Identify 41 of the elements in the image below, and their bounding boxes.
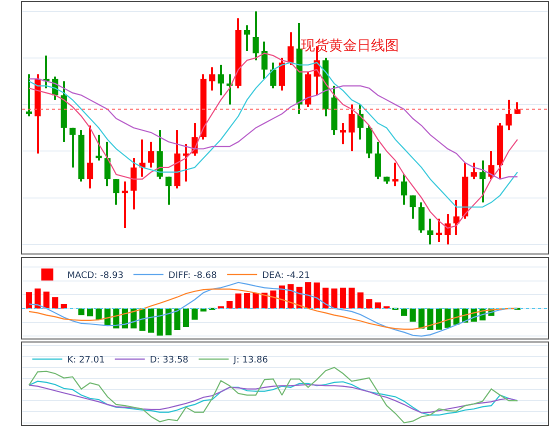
bar (331, 288, 338, 308)
bar (366, 299, 372, 308)
bar (244, 292, 250, 308)
bar (305, 282, 312, 308)
bar (148, 308, 154, 333)
bar (427, 308, 434, 330)
bar (374, 302, 381, 308)
bar (340, 288, 346, 308)
bar (96, 308, 102, 320)
bar (235, 294, 242, 308)
bar (156, 308, 163, 336)
bar (270, 290, 276, 308)
bar (401, 308, 408, 316)
legend-label: DEA: -4.21 (262, 271, 310, 282)
bar (418, 308, 425, 329)
bar (26, 292, 32, 308)
bar (86, 308, 94, 316)
legend-label: D: 33.58 (150, 356, 189, 366)
bar (182, 308, 190, 327)
bar (165, 308, 172, 336)
bar (261, 292, 268, 308)
bar (226, 300, 233, 308)
bar (348, 288, 355, 308)
legend-label: DIFF: -8.68 (168, 271, 218, 282)
bar (174, 308, 180, 330)
bar (78, 308, 84, 316)
bar (60, 304, 67, 308)
bar (52, 297, 58, 308)
bar (43, 292, 50, 308)
bar (410, 308, 416, 322)
bar (314, 282, 320, 308)
bar (34, 288, 41, 308)
bar (322, 288, 329, 308)
legend-label: J: 13.86 (232, 356, 268, 366)
bar (252, 292, 259, 308)
legend-label: MACD: -8.93 (67, 271, 124, 282)
bar (357, 292, 364, 308)
bar (436, 308, 442, 330)
text: 现货黄金日线图 (301, 38, 399, 54)
bar (192, 308, 198, 320)
legend-label: K: 27.01 (67, 356, 105, 366)
